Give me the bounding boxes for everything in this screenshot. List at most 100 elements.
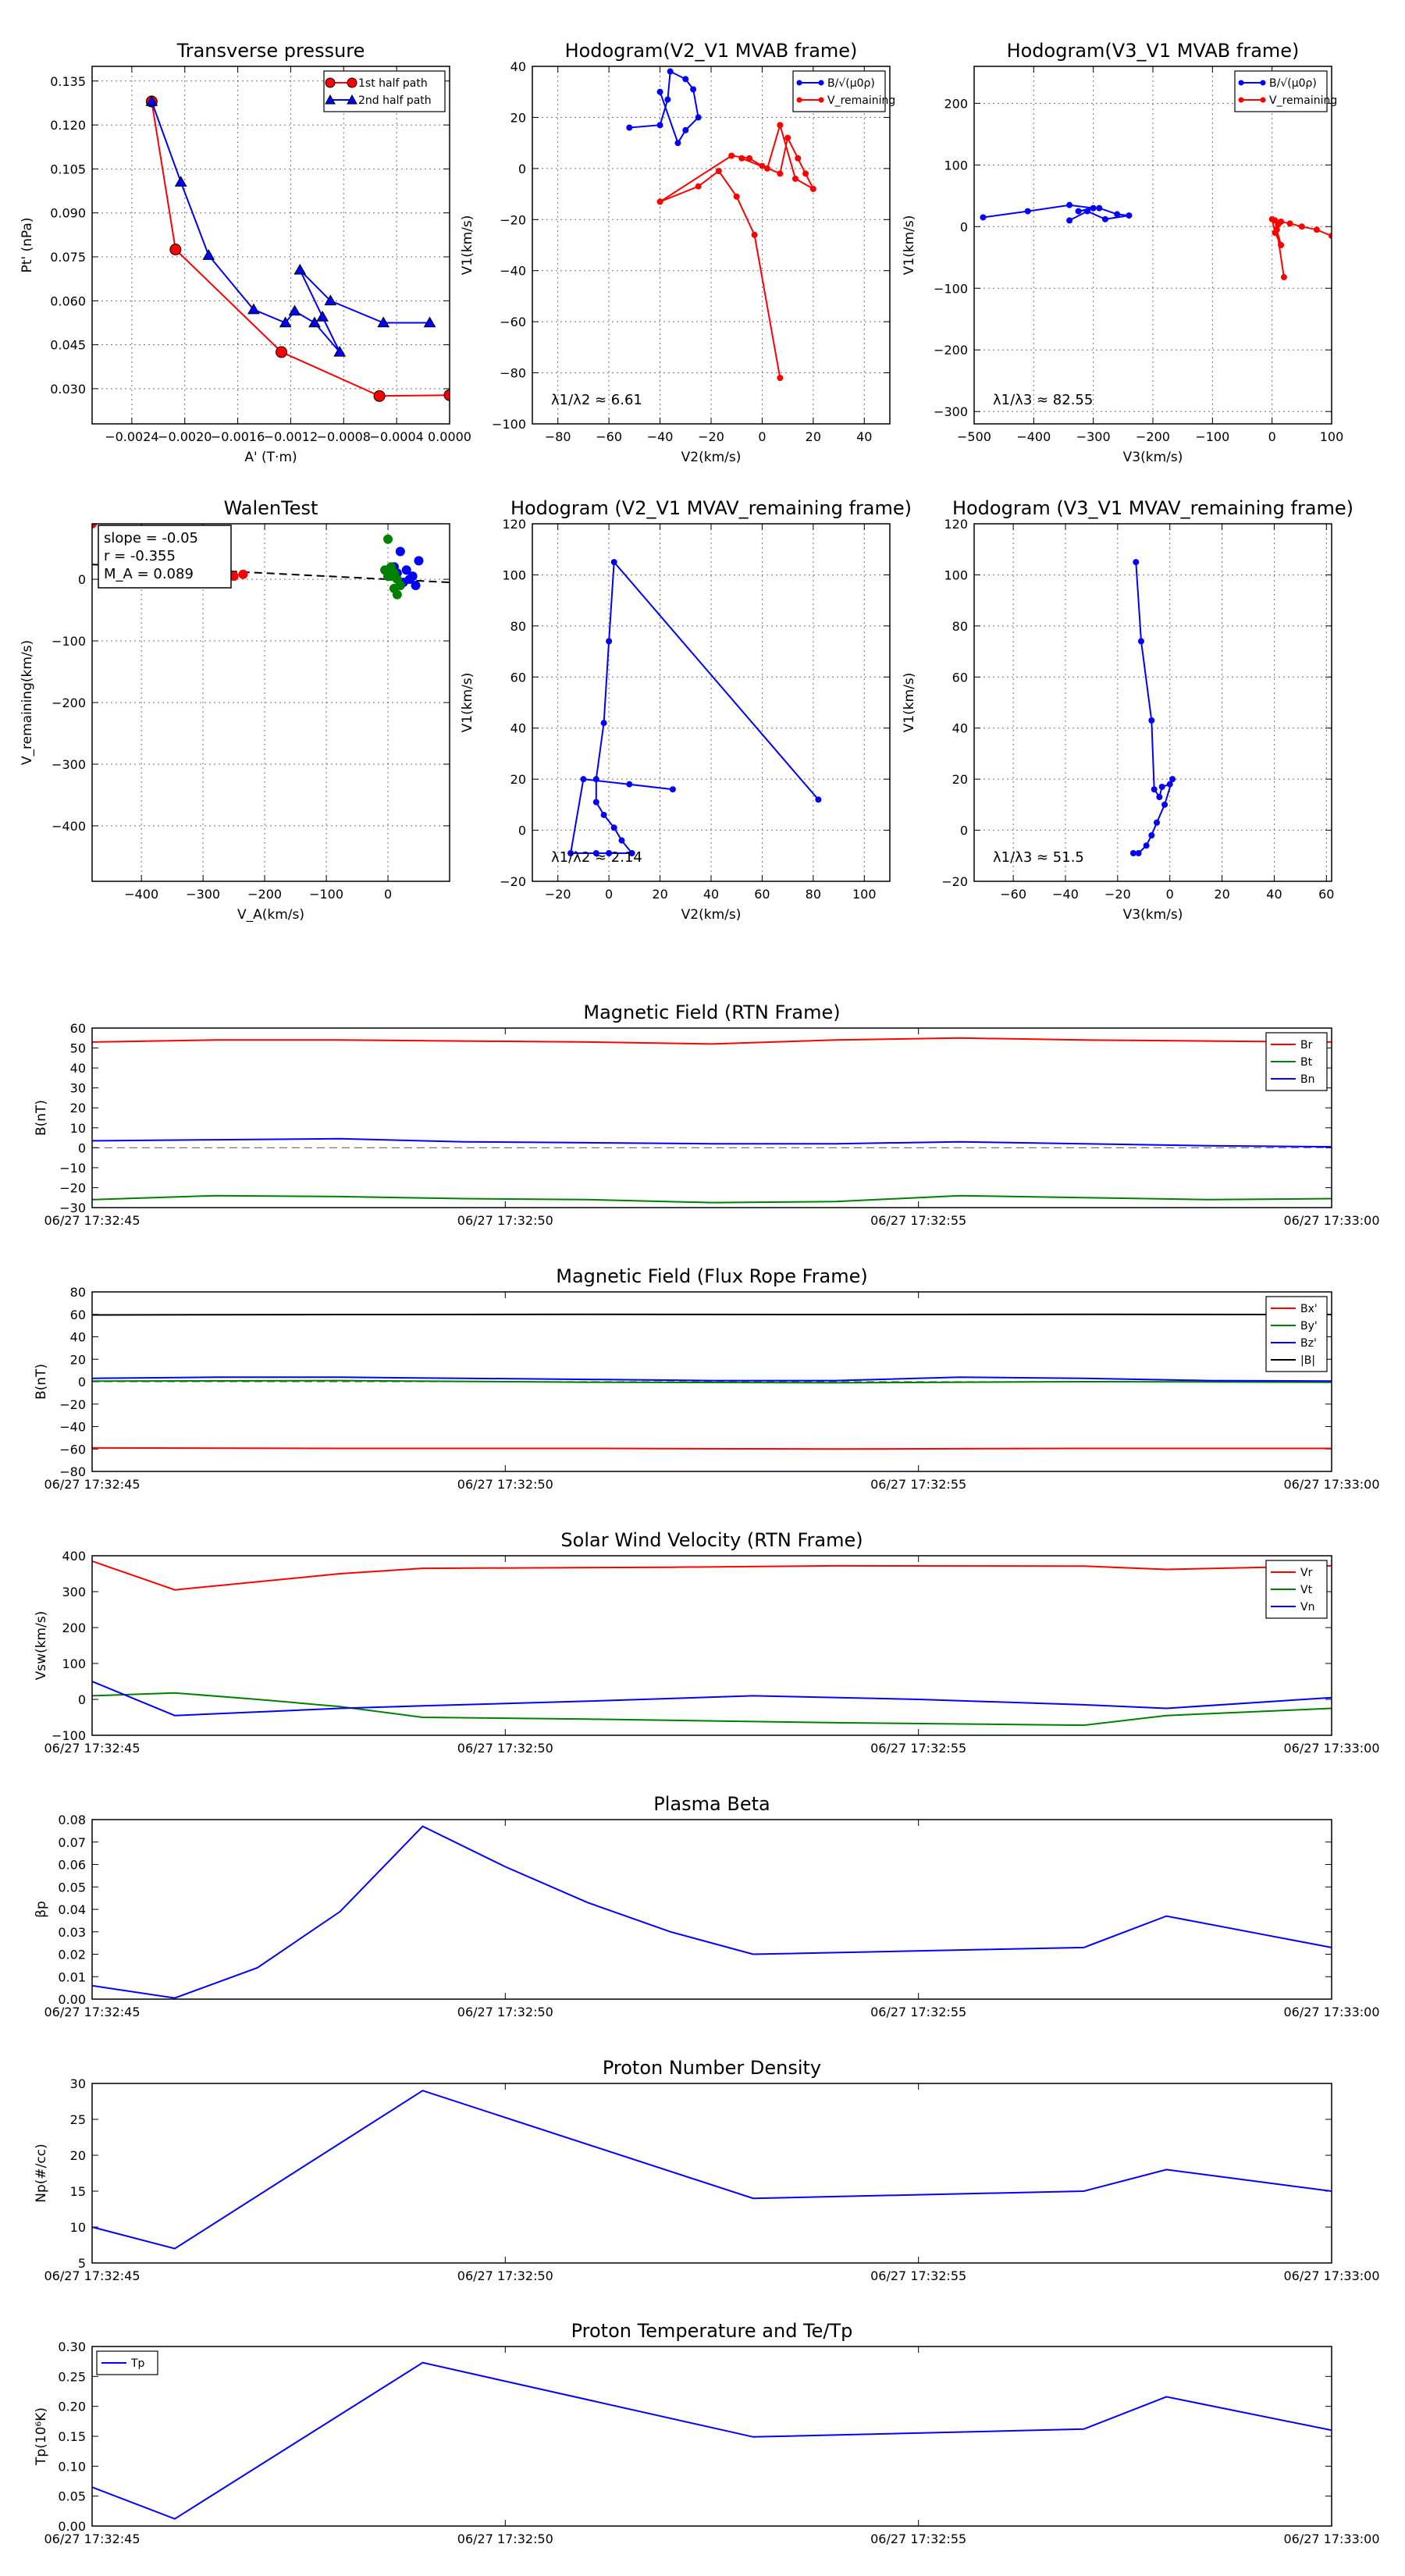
data-point	[1273, 226, 1280, 233]
x-tick-label: 06/27 17:32:45	[44, 1213, 140, 1228]
x-tick-label: 06/27 17:32:55	[870, 2532, 966, 2546]
data-point	[592, 799, 599, 806]
y-tick-label: −40	[59, 1420, 86, 1435]
data-point	[174, 176, 187, 187]
x-tick-label: 06/27 17:32:55	[870, 1741, 966, 1756]
y-tick-label: −200	[52, 696, 86, 710]
panel-walen: WalenTest −400 −300 −200 −100 0 −400 −300 −200 −1…	[20, 497, 450, 923]
legend-label: Bt	[1300, 1056, 1313, 1069]
data-point	[733, 193, 740, 200]
series-beta-line	[92, 1825, 1332, 1999]
data-point	[682, 126, 689, 133]
data-point	[1066, 201, 1073, 208]
data-point	[606, 850, 613, 857]
series-blue-line	[569, 560, 820, 854]
y-axis-label: B(nT)	[34, 1364, 49, 1400]
data-point	[656, 88, 663, 95]
y-tick-label: 0.07	[58, 1835, 86, 1850]
y-axis-label: Pt' (nPa)	[20, 218, 35, 273]
data-point	[980, 214, 987, 221]
y-tick-label: −200	[934, 343, 968, 358]
x-tick-label: 06/27 17:32:50	[457, 1741, 553, 1756]
data-point	[1024, 208, 1031, 215]
plot-frame	[91, 1027, 1332, 1208]
data-point	[308, 316, 321, 328]
x-tick-label: 0	[384, 887, 392, 902]
data-point	[288, 304, 301, 316]
chart-title: Hodogram(V3_V1 MVAB frame)	[1007, 40, 1300, 62]
plot-frame	[532, 66, 891, 425]
ratio-annotation: λ1/λ2 ≈ 6.61	[551, 392, 642, 408]
plot-frame	[91, 1291, 1332, 1472]
x-tick-label: 100	[1320, 429, 1344, 444]
y-tick-label: 20	[510, 110, 526, 125]
data-point	[1298, 223, 1305, 230]
x-tick-label: 06/27 17:32:50	[457, 1213, 553, 1228]
y-tick-label: 0.075	[50, 250, 86, 265]
x-tick-label: 06/27 17:33:00	[1283, 1477, 1379, 1492]
y-tick-label: 0.08	[58, 1813, 86, 1827]
data-point	[411, 580, 421, 590]
data-point	[802, 170, 809, 177]
y-tick-label: 100	[944, 568, 968, 582]
y-tick-label: 100	[62, 1656, 86, 1671]
y-tick-label: −40	[500, 264, 526, 279]
data-point	[145, 95, 158, 106]
data-point	[333, 346, 347, 357]
x-tick-label: 06/27 17:32:50	[457, 2005, 553, 2019]
data-point	[1166, 781, 1173, 788]
y-tick-label: 0	[78, 572, 86, 587]
data-point	[695, 114, 702, 121]
data-point	[324, 294, 337, 306]
plot-frame	[91, 66, 450, 425]
series-bx--line	[92, 1446, 1332, 1450]
plot-area	[626, 68, 816, 382]
x-tick-label: −0.0024	[105, 429, 158, 444]
y-tick-label: 200	[62, 1621, 86, 1635]
y-tick-label: 0.15	[58, 2429, 86, 2444]
data-point	[169, 244, 182, 256]
y-tick-label: 10	[70, 1121, 86, 1136]
data-point	[293, 263, 307, 275]
chart-title: Hodogram (V3_V1 MVAV_remaining frame)	[952, 497, 1353, 519]
panel-hodo2: Hodogram(V3_V1 MVAB frame) −500 −400 −300 −2…	[902, 40, 1343, 465]
panel-bflux: Magnetic Field (Flux Rope Frame) 06/27 17…	[34, 1265, 1380, 1492]
y-tick-label: 0.20	[58, 2400, 86, 2414]
data-point	[715, 168, 722, 175]
data-point	[414, 556, 424, 566]
x-tick-label: −500	[957, 429, 991, 444]
x-tick-label: 0.0000	[428, 429, 471, 444]
data-point	[377, 316, 390, 328]
data-point	[600, 720, 607, 727]
y-axis-label: Tp(10⁶K)	[34, 2407, 49, 2466]
x-tick-label: 0	[1268, 429, 1276, 444]
legend-marker	[347, 77, 357, 88]
data-point	[784, 134, 791, 141]
data-point	[1148, 832, 1155, 839]
y-tick-label: 60	[70, 1308, 86, 1322]
x-tick-label: 06/27 17:32:45	[44, 2268, 140, 2283]
x-tick-label: −100	[309, 887, 343, 902]
y-tick-label: 40	[70, 1061, 86, 1076]
y-tick-label: 25	[70, 2112, 86, 2127]
data-point	[667, 68, 674, 75]
y-tick-label: −20	[500, 874, 526, 889]
data-point	[1133, 559, 1140, 566]
y-tick-label: 0	[78, 1692, 86, 1707]
series-blue-line	[1133, 562, 1174, 854]
y-tick-label: 0.060	[50, 294, 86, 308]
data-point	[690, 86, 697, 93]
data-point	[1075, 208, 1082, 215]
data-point	[316, 310, 329, 322]
x-tick-label: 06/27 17:32:55	[870, 1477, 966, 1492]
x-axis-label: V2(km/s)	[681, 907, 742, 923]
y-tick-label: 40	[510, 59, 526, 74]
x-axis-label: A' (T·m)	[244, 450, 297, 465]
y-tick-label: 0.120	[50, 118, 86, 133]
data-point	[1096, 205, 1103, 212]
plot-frame	[91, 2346, 1332, 2527]
x-tick-label: −200	[1136, 429, 1170, 444]
data-point	[92, 524, 97, 528]
legend-marker	[1260, 80, 1266, 86]
